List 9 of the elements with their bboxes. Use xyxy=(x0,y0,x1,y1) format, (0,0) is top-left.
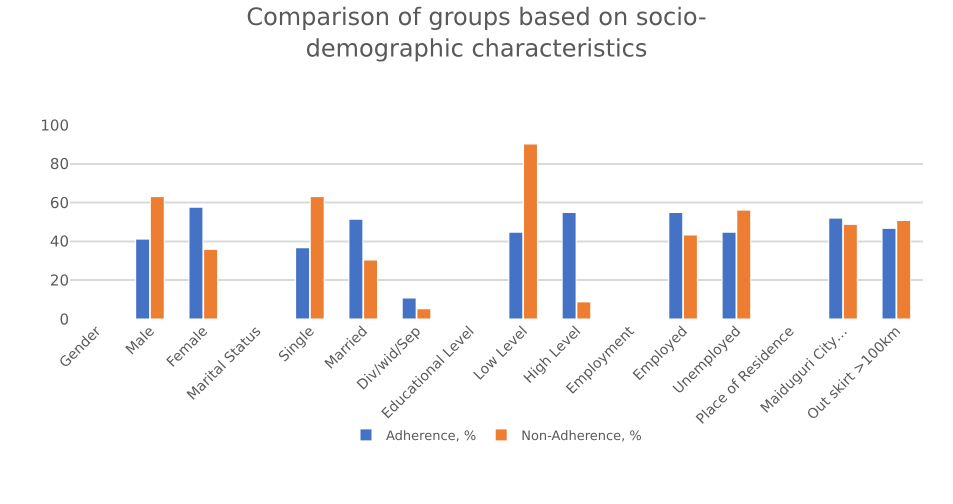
y-tick-label: 60 xyxy=(50,194,69,212)
y-tick-label: 40 xyxy=(50,232,69,251)
y-tick-label: 20 xyxy=(50,271,69,290)
y-tick-label: 0 xyxy=(59,310,69,328)
y-tick-label: 80 xyxy=(50,155,69,174)
chart-title: Comparison of groups based on socio-demographic characteristics xyxy=(246,3,707,62)
legend-label: Adherence, % xyxy=(386,428,476,444)
y-tick-label: 100 xyxy=(40,116,69,134)
legend-label: Non-Adherence, % xyxy=(521,428,642,444)
